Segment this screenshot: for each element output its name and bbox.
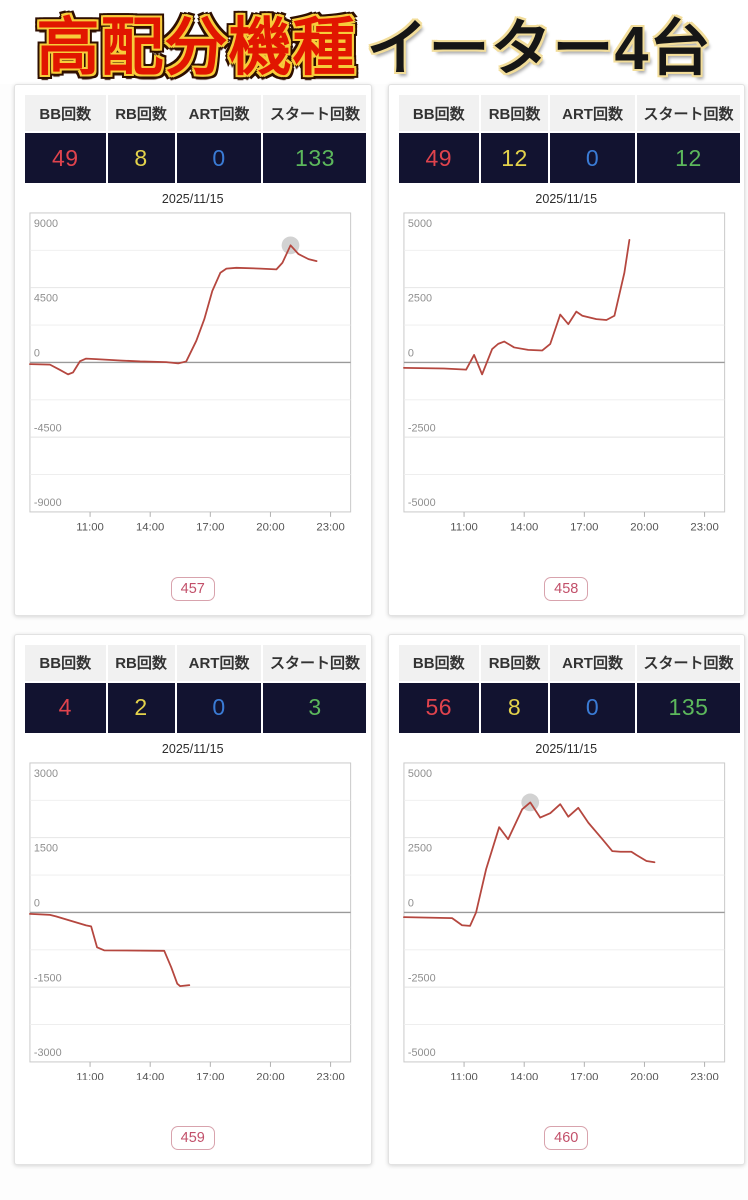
svg-text:20:00: 20:00 <box>630 522 658 531</box>
svg-text:0: 0 <box>407 897 413 909</box>
art-count: 0 <box>550 133 635 183</box>
start-count: 135 <box>636 682 740 733</box>
svg-text:23:00: 23:00 <box>690 1071 718 1080</box>
svg-text:4500: 4500 <box>34 293 58 305</box>
col-header-rb: RB回数 <box>107 644 175 681</box>
bb-count: 56 <box>398 682 480 733</box>
machine-number-badge[interactable]: 458 <box>544 576 589 601</box>
svg-text:23:00: 23:00 <box>316 1071 344 1080</box>
chart-date: 2025/11/15 <box>161 741 224 756</box>
machine-card-459: BB回数 RB回数 ART回数 スタート回数 4 2 0 3 2025/11/1… <box>14 633 372 1166</box>
svg-text:2500: 2500 <box>407 293 431 305</box>
svg-text:17:00: 17:00 <box>196 1071 224 1080</box>
page-title-highlight: 高配分機種 <box>36 12 357 83</box>
col-header-bb: BB回数 <box>25 644 106 681</box>
art-count: 0 <box>176 133 262 183</box>
svg-text:-5000: -5000 <box>407 1047 435 1059</box>
col-header-art: ART回数 <box>550 644 635 681</box>
svg-text:1500: 1500 <box>34 842 58 854</box>
col-header-start: スタート回数 <box>263 644 367 681</box>
machine-number-badge[interactable]: 457 <box>170 576 215 601</box>
start-count: 133 <box>263 133 367 183</box>
stats-table: BB回数 RB回数 ART回数 スタート回数 49 8 0 133 <box>25 95 367 183</box>
svg-text:0: 0 <box>34 897 40 909</box>
svg-text:5000: 5000 <box>407 218 431 230</box>
col-header-rb: RB回数 <box>107 95 175 131</box>
col-header-rb: RB回数 <box>481 644 549 681</box>
svg-text:11:00: 11:00 <box>76 522 104 531</box>
col-header-art: ART回数 <box>550 95 635 131</box>
svg-text:14:00: 14:00 <box>510 522 538 531</box>
svg-text:-4500: -4500 <box>34 422 62 434</box>
page-title-main: イーター4台 <box>366 13 712 82</box>
svg-text:2500: 2500 <box>407 842 431 854</box>
machine-card-460: BB回数 RB回数 ART回数 スタート回数 56 8 0 135 2025/1… <box>387 633 745 1166</box>
payout-line-chart: 9000 4500 0 -4500 -9000 11:00 14:00 17:00 20:00 2… <box>25 209 361 531</box>
art-count: 0 <box>550 682 635 733</box>
svg-text:-3000: -3000 <box>34 1047 62 1059</box>
rb-count: 8 <box>481 682 549 733</box>
col-header-start: スタート回数 <box>263 95 367 131</box>
svg-text:17:00: 17:00 <box>570 1071 598 1080</box>
col-header-rb: RB回数 <box>481 95 549 131</box>
svg-text:11:00: 11:00 <box>76 1071 104 1080</box>
svg-text:-5000: -5000 <box>407 497 435 509</box>
col-header-bb: BB回数 <box>398 644 480 681</box>
machine-grid: BB回数 RB回数 ART回数 スタート回数 49 8 0 133 2025/1… <box>0 84 748 1166</box>
svg-text:14:00: 14:00 <box>136 1071 164 1080</box>
bb-count: 49 <box>25 133 106 183</box>
svg-text:14:00: 14:00 <box>136 522 164 531</box>
svg-text:20:00: 20:00 <box>630 1071 658 1080</box>
chart-date: 2025/11/15 <box>161 192 224 206</box>
rb-count: 12 <box>481 133 549 183</box>
col-header-bb: BB回数 <box>398 95 480 131</box>
svg-text:17:00: 17:00 <box>196 522 224 531</box>
svg-text:-9000: -9000 <box>34 497 62 509</box>
bb-count: 4 <box>25 682 106 733</box>
art-count: 0 <box>176 682 262 733</box>
svg-text:-2500: -2500 <box>407 972 435 984</box>
svg-text:-1500: -1500 <box>34 972 62 984</box>
payout-line-chart: 5000 2500 0 -2500 -5000 11:00 14:00 17:00 20:00 2… <box>399 759 735 1080</box>
col-header-start: スタート回数 <box>636 95 740 131</box>
svg-text:14:00: 14:00 <box>510 1071 538 1080</box>
col-header-art: ART回数 <box>176 644 262 681</box>
col-header-art: ART回数 <box>176 95 262 131</box>
svg-text:20:00: 20:00 <box>256 1071 284 1080</box>
svg-text:5000: 5000 <box>407 767 431 779</box>
stats-table: BB回数 RB回数 ART回数 スタート回数 4 2 0 3 <box>25 644 367 733</box>
payout-line-chart: 3000 1500 0 -1500 -3000 11:00 14:00 17:00 20:00 2… <box>25 759 361 1080</box>
svg-text:23:00: 23:00 <box>690 522 718 531</box>
chart-date: 2025/11/15 <box>535 741 598 756</box>
svg-text:23:00: 23:00 <box>316 522 344 531</box>
rb-count: 2 <box>107 682 175 733</box>
stats-table: BB回数 RB回数 ART回数 スタート回数 56 8 0 135 <box>398 644 740 733</box>
rb-count: 8 <box>107 133 175 183</box>
bb-count: 49 <box>398 133 480 183</box>
chart-date: 2025/11/15 <box>535 192 598 206</box>
payout-line-chart: 5000 2500 0 -2500 -5000 11:00 14:00 17:00 20:00 2… <box>399 209 735 531</box>
stats-table: BB回数 RB回数 ART回数 スタート回数 49 12 0 12 <box>398 95 740 183</box>
svg-text:11:00: 11:00 <box>450 1071 478 1080</box>
start-count: 12 <box>636 133 740 183</box>
svg-text:3000: 3000 <box>34 767 58 779</box>
col-header-bb: BB回数 <box>25 95 106 131</box>
svg-text:17:00: 17:00 <box>570 522 598 531</box>
machine-card-458: BB回数 RB回数 ART回数 スタート回数 49 12 0 12 2025/1… <box>387 84 745 616</box>
svg-text:9000: 9000 <box>34 218 58 230</box>
col-header-start: スタート回数 <box>636 644 740 681</box>
machine-card-457: BB回数 RB回数 ART回数 スタート回数 49 8 0 133 2025/1… <box>14 84 372 616</box>
svg-text:-2500: -2500 <box>407 422 435 434</box>
start-count: 3 <box>263 682 367 733</box>
svg-text:11:00: 11:00 <box>450 522 478 531</box>
svg-text:0: 0 <box>34 348 40 360</box>
machine-number-badge[interactable]: 459 <box>170 1126 215 1151</box>
svg-text:0: 0 <box>407 348 413 360</box>
page-title: 高配分機種 イーター4台 <box>0 0 748 84</box>
svg-text:20:00: 20:00 <box>256 522 284 531</box>
machine-number-badge[interactable]: 460 <box>544 1126 589 1151</box>
